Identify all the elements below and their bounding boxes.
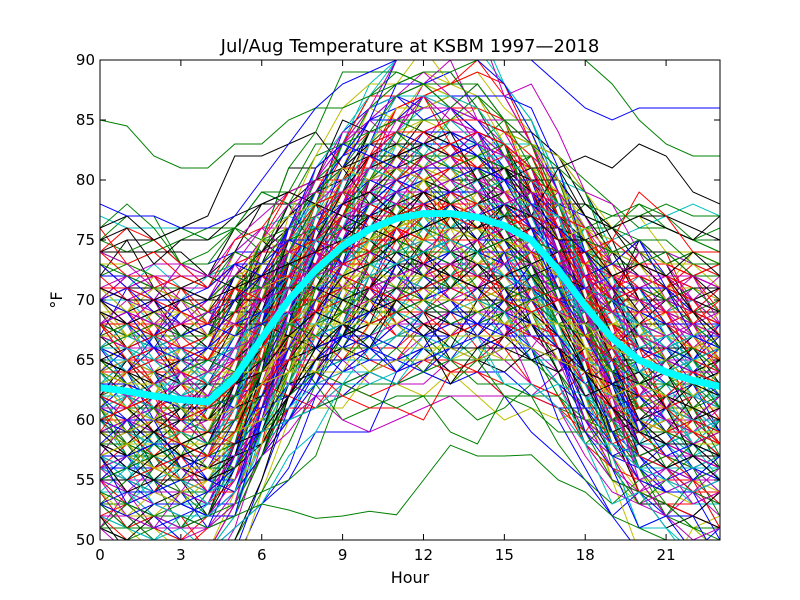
daily-series-line [100,323,720,540]
daily-series-line [100,227,720,457]
daily-series-line [100,299,720,421]
daily-temperature-lines [100,60,720,540]
daily-series-line [100,383,720,540]
daily-series-line [100,191,720,301]
daily-series-line [100,60,720,229]
x-tick-label: 0 [95,546,105,564]
y-axis-label: °F [47,291,66,308]
daily-series-line [100,155,720,397]
daily-series-line [100,263,720,493]
mean-temperature-line [100,210,720,406]
daily-series-line [100,71,720,301]
y-tick-label: 85 [76,111,95,129]
daily-series-line [100,287,720,409]
daily-series-line [100,143,720,421]
daily-series-line [100,299,720,457]
y-tick-label: 75 [76,231,95,249]
x-tick-label: 21 [657,546,676,564]
x-tick-label: 6 [257,546,267,564]
y-tick-label: 65 [76,351,95,369]
y-tick-label: 50 [76,531,95,549]
daily-series-line [100,215,720,325]
daily-series-line [100,239,720,325]
chart-title: Jul/Aug Temperature at KSBM 1997—2018 [220,36,600,57]
daily-series-line [100,251,720,445]
daily-series-line [100,275,720,540]
y-tick-label: 70 [76,291,95,309]
y-tick-label: 80 [76,171,95,189]
x-tick-label: 3 [176,546,186,564]
daily-series-line [100,60,720,169]
daily-series-line [100,239,720,397]
x-tick-label: 15 [495,546,514,564]
daily-series-line [100,239,720,517]
mean-temperature-line-group [100,210,720,406]
plot-area [100,60,720,540]
y-tick-label: 60 [76,411,95,429]
daily-series-line [152,335,631,540]
y-tick-label: 55 [76,471,95,489]
y-axis-ticks: 50 55 60 65 70 75 80 85 90 [76,51,720,549]
daily-series-line [100,107,720,540]
daily-series-line [100,275,720,385]
daily-series-line [100,227,720,517]
x-axis-ticks: 0 3 6 9 12 15 18 21 [95,60,676,564]
y-tick-label: 90 [76,51,95,69]
x-axis-label: Hour [391,568,430,587]
daily-series-line [100,95,720,505]
daily-series-line [100,335,720,469]
daily-series-line [100,444,720,540]
x-tick-label: 18 [576,546,595,564]
x-tick-label: 12 [414,546,433,564]
daily-series-line [100,191,720,313]
x-tick-label: 9 [338,546,348,564]
